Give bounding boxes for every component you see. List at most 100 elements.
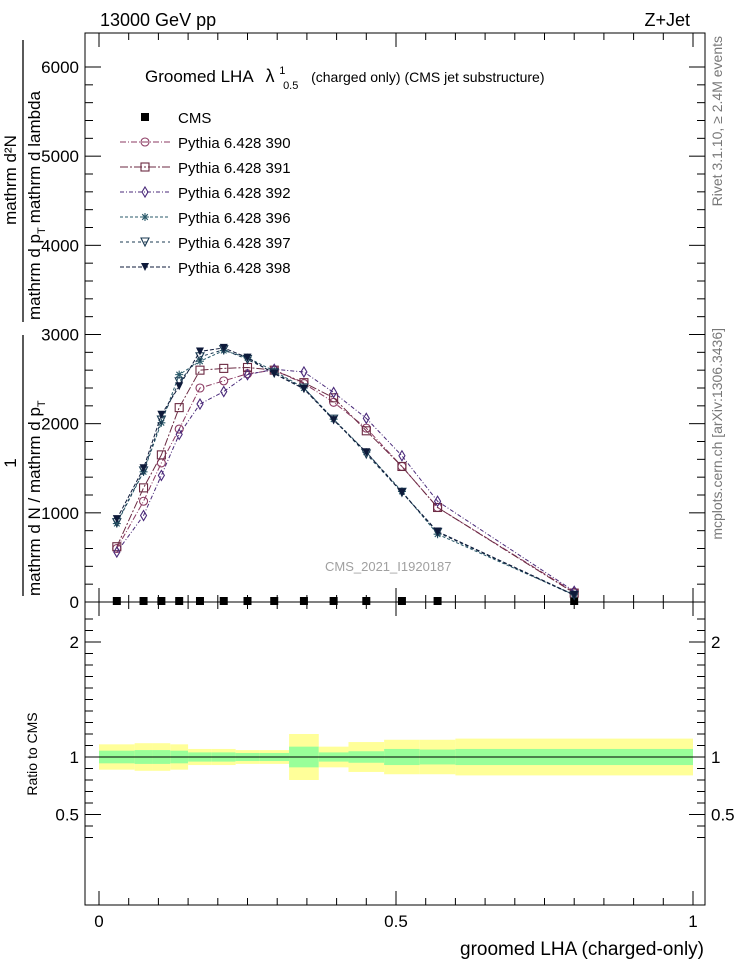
plot-title-prefix: Groomed LHA <box>145 67 254 86</box>
header-right: Z+Jet <box>644 10 690 30</box>
marker-filled-triangle <box>329 416 338 425</box>
marker-open-circle <box>139 496 149 506</box>
series-line <box>116 368 575 592</box>
main-axis-ticks: 0 1000 2000 3000 4000 5000 6000 0 0.5 1 <box>41 33 705 931</box>
marker-filled-triangle <box>175 382 184 391</box>
marker-open-diamond <box>175 428 183 441</box>
marker-open-square <box>156 450 166 460</box>
marker-filled-triangle <box>139 464 148 473</box>
main-ylabel-prefactor: 1 <box>1 458 20 467</box>
marker-open-diamond <box>220 385 228 398</box>
marker-open-square <box>329 393 339 403</box>
side-label-rivet: Rivet 3.1.10, ≥ 2.4M events <box>709 36 725 206</box>
legend-label: Pythia 6.428 392 <box>178 185 291 202</box>
marker-open-diamond <box>362 412 370 425</box>
ratio-plot-frame <box>84 601 706 906</box>
series-0 <box>112 597 579 605</box>
marker-filled-square <box>243 597 252 605</box>
marker-filled-triangle <box>299 384 308 393</box>
series-line <box>116 366 575 594</box>
marker-open-square <box>397 461 407 472</box>
marker-filled-triangle <box>433 527 442 536</box>
marker-open-diamond <box>139 509 148 522</box>
legend-item: Pythia 6.428 396 <box>120 210 291 227</box>
marker-open-square <box>433 502 443 513</box>
marker-open-circle <box>174 424 184 434</box>
marker-open-diamond <box>329 386 338 399</box>
main-ylabel-denom-tail: mathrm d lambda <box>25 90 44 223</box>
legend-item: Pythia 6.428 391 <box>120 160 291 177</box>
marker-star <box>157 418 166 427</box>
marker-open-diamond <box>196 397 204 411</box>
marker-filled-square <box>397 597 406 605</box>
marker-star <box>112 519 121 528</box>
marker-star <box>141 213 149 221</box>
legend-label: Pythia 6.428 396 <box>178 210 291 227</box>
marker-filled-square <box>157 597 166 605</box>
marker-open-diamond <box>141 185 149 199</box>
ratio-ytick-label-right: 1 <box>711 748 720 767</box>
marker-filled-triangle <box>141 263 149 271</box>
header-left: 13000 GeV pp <box>100 10 216 30</box>
plot-title-suffix: (charged only) (CMS jet substructure) <box>311 69 544 85</box>
main-ylabel-denom: mathrm d pTmathrm d lambda <box>25 90 48 320</box>
ratio-ylabel: Ratio to CMS <box>24 712 40 795</box>
marker-filled-square <box>433 597 442 605</box>
main-ylabel-lower-text: mathrm d N / mathrm d p <box>25 407 44 596</box>
legend-item: Pythia 6.428 397 <box>120 235 291 252</box>
marker-filled-triangle <box>219 343 228 352</box>
main-ylabel: mathrm d²N mathrm d pTmathrm d lambda 1 … <box>1 40 48 596</box>
marker-filled-square <box>270 597 279 605</box>
ratio-axis-ticks: 0.5 0.5 1 1 2 2 <box>55 618 735 838</box>
plot-title: Groomed LHA λ 1 0.5 (charged only) (CMS … <box>145 59 545 93</box>
marker-filled-triangle <box>243 353 252 362</box>
marker-open-square <box>195 365 205 375</box>
legend-label: Pythia 6.428 398 <box>178 260 291 277</box>
marker-filled-triangle <box>157 410 166 419</box>
marker-open-square <box>140 162 150 172</box>
marker-filled-triangle <box>397 488 406 497</box>
marker-open-diamond <box>398 449 406 462</box>
marker-filled-square <box>195 597 204 605</box>
ratio-ytick-label: 0.5 <box>55 806 79 825</box>
marker-open-circle <box>219 376 229 386</box>
marker-open-diamond <box>433 495 442 508</box>
main-ytick-label: 6000 <box>41 58 79 77</box>
main-ylabel-denom-sub: T <box>36 227 48 234</box>
main-ylabel-lower-sub: T <box>36 400 48 407</box>
ratio-ytick-label: 1 <box>70 748 79 767</box>
marker-open-circle <box>195 383 205 393</box>
main-ytick-label: 3000 <box>41 326 79 345</box>
main-ylabel-numerator: mathrm d²N <box>1 135 20 225</box>
legend: CMS Pythia 6.428 390 Pythia 6.428 391 Pythi… <box>120 110 291 277</box>
marker-filled-triangle <box>570 590 579 599</box>
marker-filled-square <box>299 597 308 605</box>
side-label-mcplots: mcplots.cern.ch [arXiv:1306.3436] <box>709 328 725 540</box>
legend-label: Pythia 6.428 391 <box>178 160 291 177</box>
marker-filled-triangle <box>362 448 371 457</box>
marker-filled-square <box>362 597 371 605</box>
marker-open-square <box>361 426 371 436</box>
main-ytick-label: 0 <box>70 593 79 612</box>
xlabel: groomed LHA (charged-only) <box>460 939 704 960</box>
marker-filled-square <box>139 597 148 605</box>
marker-open-diamond <box>157 469 166 482</box>
marker-open-square <box>139 483 149 493</box>
legend-label: Pythia 6.428 390 <box>178 135 291 152</box>
xtick-label: 1 <box>688 912 697 931</box>
marker-filled-triangle <box>112 515 121 524</box>
marker-filled-square <box>219 597 228 605</box>
plot-title-sub: 0.5 <box>283 80 298 92</box>
marker-open-square <box>219 363 229 373</box>
series-line <box>116 347 575 596</box>
marker-filled-square <box>329 597 338 605</box>
marker-filled-square <box>112 597 121 605</box>
series-6 <box>112 343 579 599</box>
marker-open-diamond <box>113 545 121 559</box>
analysis-watermark: CMS_2021_I1920187 <box>325 559 452 574</box>
legend-label: CMS <box>178 110 211 127</box>
marker-open-triangle <box>174 377 185 387</box>
main-ytick-label: 5000 <box>41 147 79 166</box>
marker-open-circle <box>140 137 150 147</box>
